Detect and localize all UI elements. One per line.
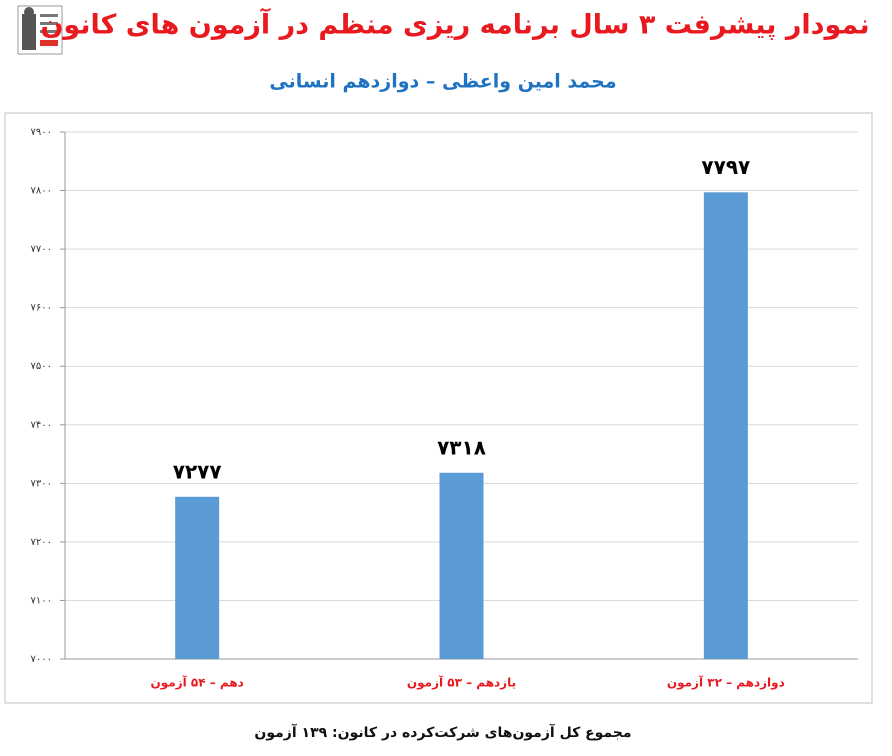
x-tick-label: یازدهم – ۵۳ آزمون bbox=[407, 675, 516, 691]
value-label: ۷۳۱۸ bbox=[437, 435, 486, 459]
logo-line bbox=[40, 22, 58, 25]
value-label: ۷۲۷۷ bbox=[173, 459, 222, 483]
y-tick-label: ۷۹۰۰ bbox=[31, 127, 52, 138]
y-tick-label: ۷۸۰۰ bbox=[31, 186, 52, 197]
bar bbox=[439, 472, 484, 659]
y-tick-label: ۷۱۰۰ bbox=[31, 595, 52, 606]
bar bbox=[175, 496, 220, 659]
logo bbox=[17, 5, 63, 55]
y-tick-label: ۷۳۰۰ bbox=[31, 478, 52, 489]
chart-title: نمودار پیشرفت ۳ سال برنامه ریزی منظم در … bbox=[40, 8, 869, 41]
chart-frame bbox=[4, 112, 873, 704]
logo-line bbox=[40, 30, 58, 33]
y-tick-label: ۷۷۰۰ bbox=[31, 244, 52, 255]
chart-subtitle: محمد امین واعظی – دوازدهم انسانی bbox=[269, 71, 616, 93]
logo-line bbox=[40, 40, 58, 46]
y-tick-label: ۷۶۰۰ bbox=[31, 303, 52, 314]
y-tick-label: ۷۰۰۰ bbox=[31, 654, 52, 665]
x-tick-label: دوازدهم – ۳۲ آزمون bbox=[667, 675, 785, 691]
footnote: مجموع کل آزمون‌های شرکت‌کرده در کانون: ۱… bbox=[254, 723, 631, 741]
logo-line bbox=[40, 14, 58, 17]
bar bbox=[703, 192, 748, 659]
logo-head bbox=[24, 7, 34, 17]
logo-figure bbox=[22, 14, 36, 50]
y-tick-label: ۷۵۰۰ bbox=[31, 361, 52, 372]
y-tick-label: ۷۲۰۰ bbox=[31, 537, 52, 548]
y-tick-label: ۷۴۰۰ bbox=[31, 420, 52, 431]
x-tick-label: دهم – ۵۴ آزمون bbox=[151, 675, 244, 691]
value-label: ۷۷۹۷ bbox=[701, 155, 750, 179]
